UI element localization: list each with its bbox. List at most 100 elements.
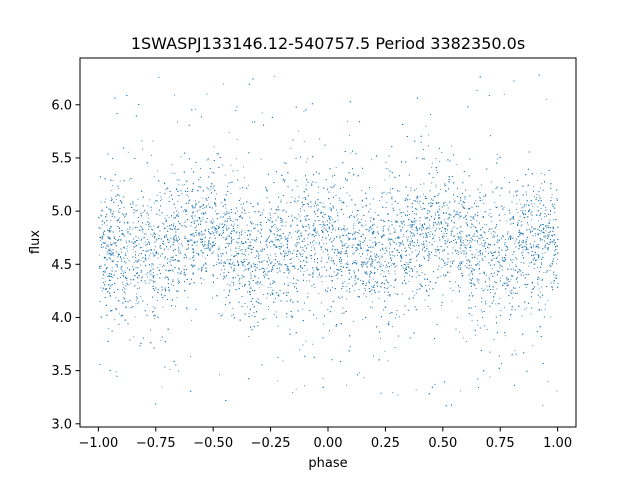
data-point xyxy=(501,187,503,189)
data-point xyxy=(377,262,379,263)
data-point xyxy=(349,269,351,271)
data-point xyxy=(244,232,246,234)
data-point xyxy=(322,202,324,204)
data-point xyxy=(464,217,466,218)
data-point xyxy=(134,275,136,277)
data-point xyxy=(135,303,137,305)
data-point xyxy=(218,313,220,314)
data-point xyxy=(540,208,542,209)
data-point xyxy=(322,243,324,245)
data-point xyxy=(425,125,427,127)
data-point xyxy=(123,275,124,277)
data-point xyxy=(151,265,153,267)
data-point xyxy=(394,273,396,275)
data-point xyxy=(409,254,410,256)
data-point xyxy=(232,307,234,309)
data-point xyxy=(236,138,238,140)
data-point xyxy=(334,184,336,186)
data-point xyxy=(416,244,417,246)
data-point xyxy=(542,405,544,406)
data-point xyxy=(104,281,106,282)
data-point xyxy=(149,271,151,273)
data-point xyxy=(476,249,478,251)
data-point xyxy=(108,256,110,258)
data-point xyxy=(423,193,424,195)
data-point xyxy=(510,237,512,239)
data-point xyxy=(110,242,111,244)
data-point xyxy=(386,202,388,203)
data-point xyxy=(438,218,439,219)
data-point xyxy=(122,287,124,289)
data-point xyxy=(152,254,154,256)
data-point xyxy=(266,267,268,269)
data-point xyxy=(181,271,182,273)
data-point xyxy=(288,253,290,255)
data-point xyxy=(380,255,382,257)
data-point xyxy=(299,221,301,222)
data-point xyxy=(459,230,461,232)
data-point xyxy=(516,203,518,205)
data-point xyxy=(434,212,436,214)
data-point xyxy=(134,246,135,248)
data-point xyxy=(299,210,301,212)
data-point xyxy=(443,213,445,215)
data-point xyxy=(352,320,354,322)
data-point xyxy=(405,197,407,199)
data-point xyxy=(477,320,478,321)
data-point xyxy=(504,244,506,246)
data-point xyxy=(129,269,131,270)
data-point xyxy=(549,270,551,271)
data-point xyxy=(294,244,296,245)
data-point xyxy=(288,249,290,251)
data-point xyxy=(466,214,468,216)
data-point xyxy=(247,262,249,264)
data-point xyxy=(111,267,113,269)
data-point xyxy=(125,293,127,295)
data-point xyxy=(127,223,129,224)
data-point xyxy=(522,251,524,253)
data-point xyxy=(135,205,137,206)
data-point xyxy=(125,252,126,254)
data-point xyxy=(229,259,231,260)
data-point xyxy=(407,272,408,274)
data-point xyxy=(273,314,275,315)
data-point xyxy=(406,266,407,268)
data-point xyxy=(478,206,479,208)
data-point xyxy=(430,231,432,233)
data-point xyxy=(203,214,205,215)
data-point xyxy=(360,248,362,249)
data-point xyxy=(321,239,323,241)
data-point xyxy=(175,249,176,251)
data-point xyxy=(264,269,265,271)
data-point xyxy=(201,213,203,214)
data-point xyxy=(404,224,405,226)
data-point xyxy=(391,257,393,259)
data-point xyxy=(399,209,401,211)
data-point xyxy=(296,244,298,246)
data-point xyxy=(383,226,384,228)
data-point xyxy=(449,271,451,273)
data-point xyxy=(132,248,134,250)
data-point xyxy=(224,268,225,270)
data-point xyxy=(417,197,419,199)
data-point xyxy=(356,219,358,221)
data-point xyxy=(123,273,125,274)
data-point xyxy=(186,307,187,309)
data-point xyxy=(278,246,280,248)
data-point xyxy=(346,192,348,194)
data-point xyxy=(404,276,405,278)
data-point xyxy=(320,249,322,251)
data-point xyxy=(315,182,317,183)
data-point xyxy=(159,264,161,265)
data-point xyxy=(244,254,246,256)
data-point xyxy=(246,259,248,260)
data-point xyxy=(298,258,300,260)
data-point xyxy=(551,197,553,198)
data-point xyxy=(509,236,511,238)
data-point xyxy=(122,282,123,283)
data-point xyxy=(203,279,205,281)
data-point xyxy=(520,210,522,211)
data-point xyxy=(428,224,430,226)
data-point xyxy=(546,270,548,272)
data-point xyxy=(159,235,161,237)
